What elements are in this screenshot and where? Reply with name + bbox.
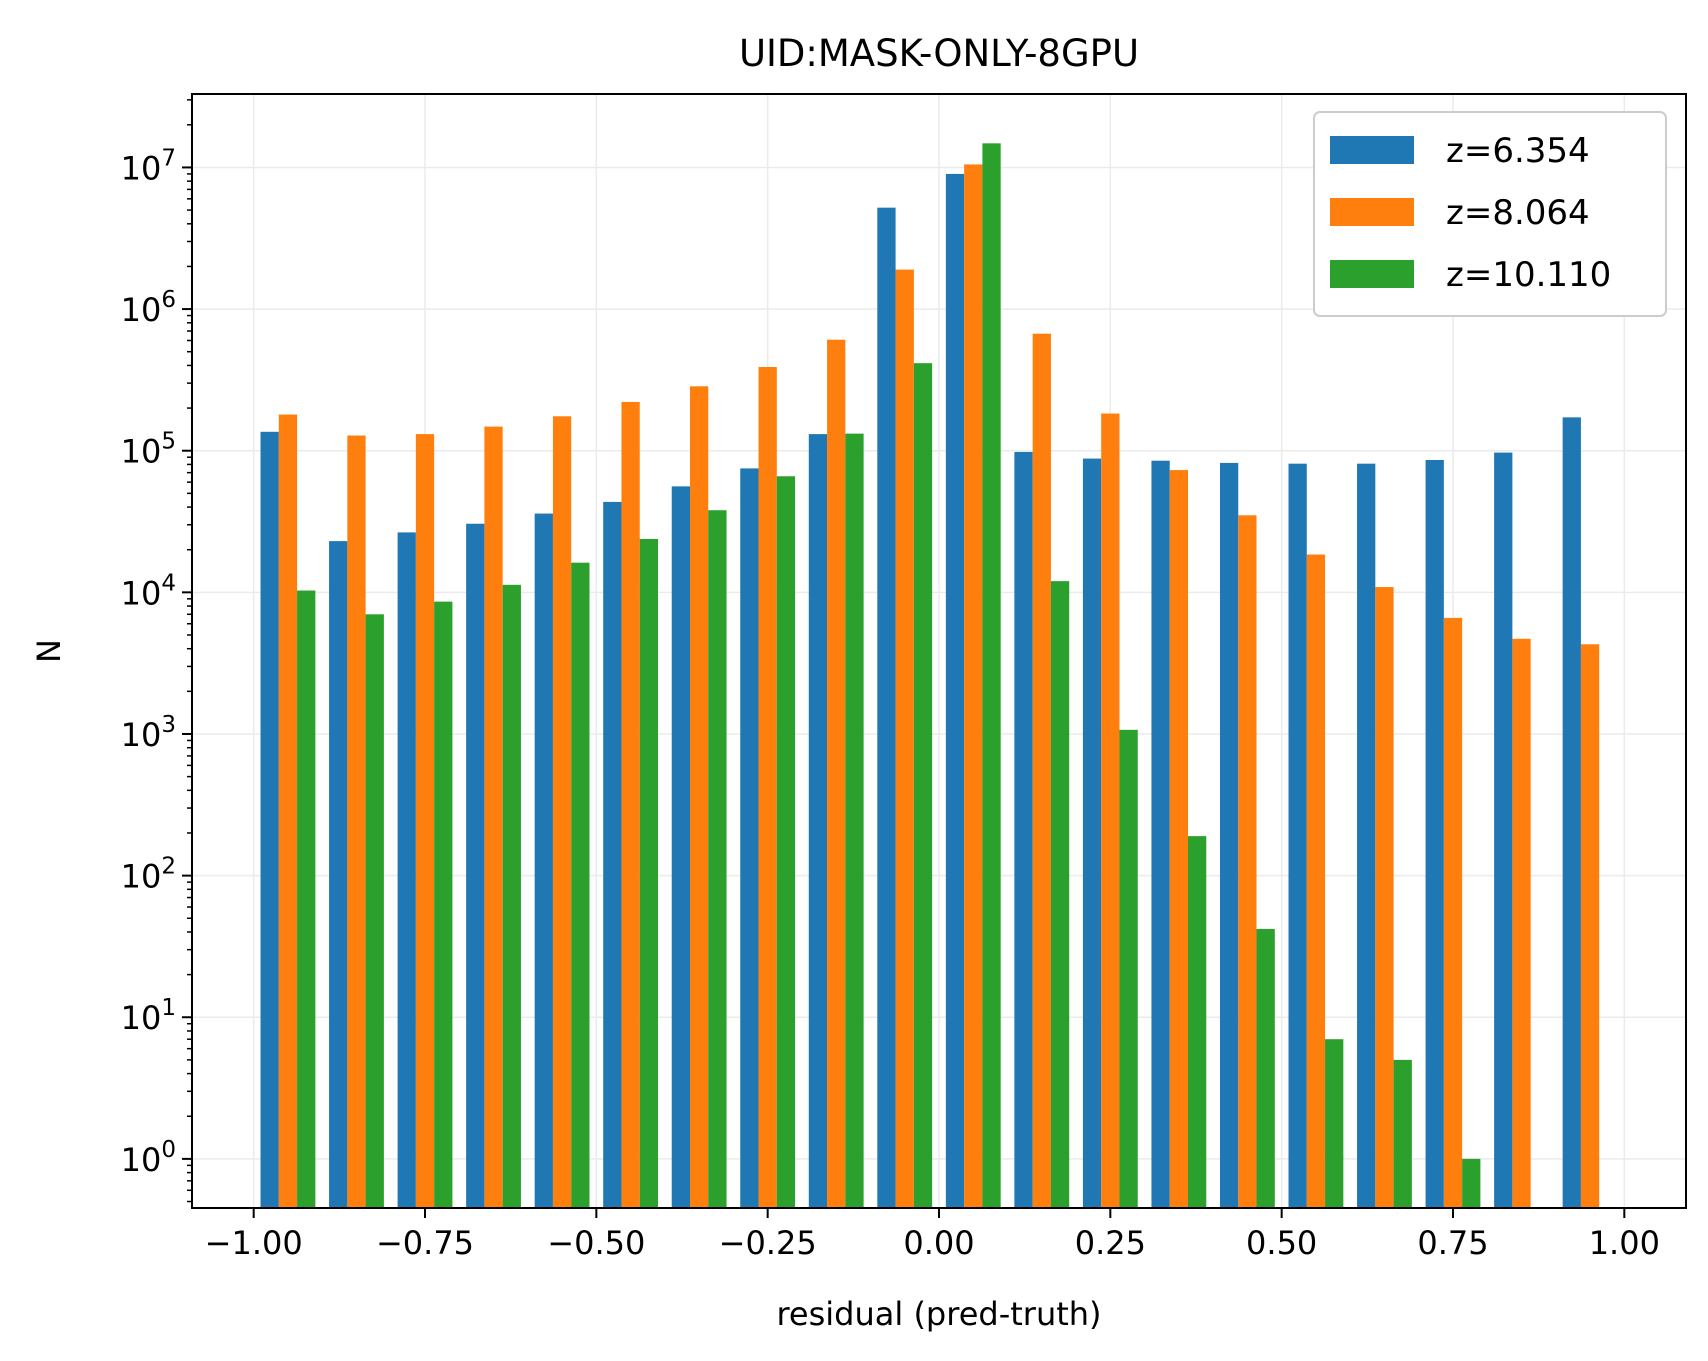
y-tick-label-0: 100	[121, 1137, 176, 1179]
legend-swatch-0	[1330, 136, 1414, 164]
bar-series-2-bin-2	[434, 601, 453, 1208]
bar-series-1-bin-0	[278, 414, 298, 1209]
y-tick-label-6: 106	[121, 287, 176, 329]
x-tick-label-0: −1.00	[205, 1224, 303, 1262]
bar-series-2-bin-11	[1050, 581, 1070, 1208]
bar-series-2-bin-13	[1188, 836, 1207, 1208]
bar-series-1-bin-2	[415, 434, 435, 1209]
bar-series-2-bin-15	[1325, 1039, 1344, 1208]
x-tick-label-1: −0.75	[376, 1224, 474, 1262]
x-axis-label: residual (pred-truth)	[776, 1295, 1101, 1333]
bar-series-0-bin-3	[466, 523, 485, 1208]
legend: z=6.354 z=8.064 z=10.110	[1313, 111, 1667, 317]
bar-series-0-bin-13	[1151, 460, 1170, 1208]
bar-series-0-bin-18	[1494, 452, 1513, 1209]
bar-series-2-bin-16	[1393, 1059, 1412, 1208]
bar-series-1-bin-6	[690, 386, 709, 1209]
y-tick-label-5: 105	[121, 429, 176, 471]
bar-series-1-bin-8	[827, 339, 846, 1208]
bar-series-2-bin-7	[776, 476, 796, 1208]
bar-series-1-bin-13	[1169, 470, 1188, 1208]
bar-series-1-bin-9	[895, 269, 914, 1208]
x-tick-label-5: 0.25	[1075, 1224, 1146, 1262]
y-tick-label-4: 104	[121, 570, 176, 612]
x-tick-label-2: −0.50	[547, 1224, 645, 1262]
legend-label-1: z=8.064	[1446, 193, 1590, 233]
bar-series-2-bin-0	[297, 590, 316, 1208]
legend-label-0: z=6.354	[1446, 131, 1590, 171]
bar-series-1-bin-11	[1032, 333, 1051, 1208]
y-tick-label-7: 107	[121, 145, 176, 187]
bar-series-2-bin-3	[502, 584, 521, 1208]
bar-series-1-bin-10	[964, 164, 983, 1208]
legend-label-2: z=10.110	[1446, 255, 1611, 295]
y-axis: 100 101 102 103 104 105 106 107	[121, 99, 192, 1203]
bar-series-0-bin-2	[397, 532, 416, 1208]
bar-series-2-bin-8	[845, 433, 864, 1209]
bar-series-0-bin-6	[671, 486, 690, 1209]
bar-series-1-bin-1	[347, 435, 366, 1209]
legend-swatch-2	[1330, 260, 1414, 288]
bar-series-2-bin-10	[982, 143, 1001, 1209]
x-tick-label-4: 0.00	[903, 1224, 974, 1262]
bar-series-1-bin-15	[1306, 554, 1326, 1208]
bar-series-1-bin-19	[1580, 644, 1600, 1208]
bar-series-2-bin-6	[708, 510, 727, 1209]
bar-series-1-bin-14	[1238, 515, 1257, 1208]
x-tick-label-8: 1.00	[1589, 1224, 1660, 1262]
y-tick-label-2: 102	[121, 854, 176, 896]
x-tick-label-3: −0.25	[719, 1224, 817, 1262]
bar-series-0-bin-0	[260, 431, 279, 1208]
bar-series-0-bin-12	[1082, 458, 1102, 1208]
x-tick-label-6: 0.50	[1246, 1224, 1317, 1262]
bar-series-0-bin-10	[945, 173, 965, 1209]
bar-series-2-bin-14	[1256, 928, 1275, 1208]
bar-series-2-bin-1	[365, 614, 384, 1208]
bar-series-0-bin-11	[1014, 451, 1033, 1208]
bar-series-0-bin-15	[1288, 463, 1307, 1209]
bar-series-1-bin-7	[758, 366, 777, 1209]
bar-series-0-bin-5	[603, 501, 622, 1208]
bar-series-1-bin-16	[1375, 587, 1394, 1208]
bar-series-0-bin-14	[1219, 462, 1239, 1209]
y-tick-label-1: 101	[121, 995, 176, 1037]
bar-series-2-bin-12	[1119, 729, 1138, 1208]
chart-title: UID:MASK-ONLY-8GPU	[739, 32, 1139, 75]
x-tick-label-7: 0.75	[1417, 1224, 1488, 1262]
bar-series-0-bin-9	[877, 207, 896, 1208]
bar-series-1-bin-4	[552, 416, 572, 1208]
x-axis: −1.00 −0.75 −0.50 −0.25 0.00 0.25 0.50 0.75 1.00	[205, 1208, 1660, 1262]
bar-series-1-bin-5	[621, 401, 640, 1209]
bar-series-1-bin-3	[484, 426, 503, 1208]
bar-series-0-bin-7	[740, 468, 759, 1208]
bar-series-0-bin-16	[1357, 463, 1376, 1209]
y-axis-label: N	[30, 639, 68, 663]
bar-series-0-bin-8	[808, 434, 828, 1209]
bar-series-0-bin-1	[329, 541, 348, 1208]
bar-series-0-bin-4	[534, 513, 553, 1208]
bar-series-2-bin-5	[639, 539, 659, 1208]
bar-series-0-bin-17	[1425, 459, 1444, 1208]
bar-series-1-bin-12	[1101, 413, 1120, 1209]
bar-series-2-bin-17	[1462, 1158, 1481, 1208]
legend-swatch-1	[1330, 198, 1414, 226]
bar-series-0-bin-19	[1562, 417, 1581, 1208]
bars-layer	[260, 143, 1600, 1209]
bar-series-1-bin-18	[1512, 638, 1531, 1208]
bar-series-2-bin-9	[913, 363, 933, 1208]
bar-series-2-bin-4	[571, 562, 590, 1208]
bar-series-1-bin-17	[1443, 617, 1463, 1208]
y-tick-label-3: 103	[121, 712, 176, 754]
